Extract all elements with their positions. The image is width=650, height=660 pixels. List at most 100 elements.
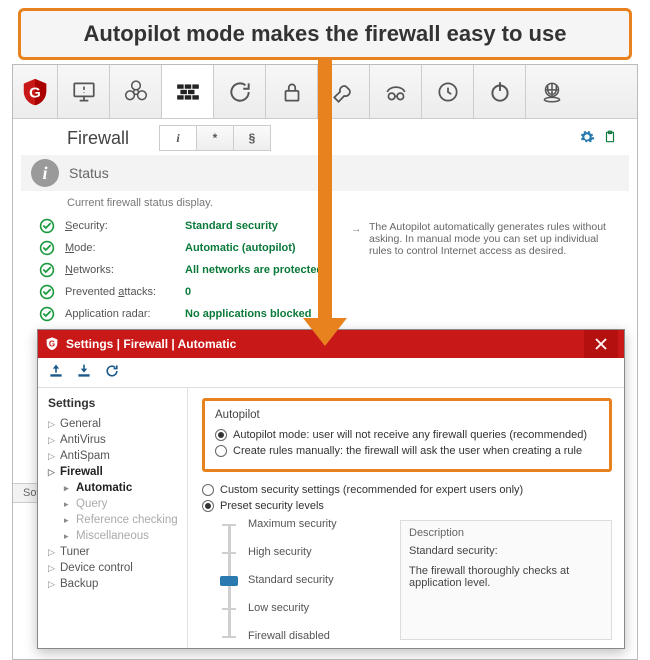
tree-item-antivirus[interactable]: ▷AntiVirus bbox=[48, 432, 181, 448]
status-item[interactable]: Security: Standard security bbox=[39, 215, 339, 237]
toolbar-history[interactable] bbox=[421, 65, 473, 118]
settings-sidebar: Settings ▷General▷AntiVirus▷AntiSpam▷Fir… bbox=[38, 388, 188, 648]
security-level-slider[interactable]: Maximum securityHigh securityStandard se… bbox=[222, 520, 382, 640]
radio-icon bbox=[202, 484, 214, 496]
tree-label: AntiSpam bbox=[60, 450, 110, 462]
annotation-callout: Autopilot mode makes the firewall easy t… bbox=[18, 8, 632, 60]
info-icon: i bbox=[31, 159, 59, 187]
status-value: Automatic (autopilot) bbox=[185, 242, 296, 254]
tree-item-device-control[interactable]: ▷Device control bbox=[48, 560, 181, 576]
radio-autopilot-mode[interactable]: Autopilot mode: user will not receive an… bbox=[215, 427, 599, 443]
tree-item-backup[interactable]: ▷Backup bbox=[48, 576, 181, 592]
toolbar-power[interactable] bbox=[473, 65, 525, 118]
tree-item-tuner[interactable]: ▷Tuner bbox=[48, 544, 181, 560]
toolbar-lock[interactable] bbox=[265, 65, 317, 118]
check-icon bbox=[39, 240, 55, 256]
tree-item-firewall[interactable]: ▷Firewall bbox=[48, 464, 181, 480]
radio-label: Custom security settings (recommended fo… bbox=[220, 484, 523, 496]
dialog-titlebar[interactable]: G Settings | Firewall | Automatic bbox=[38, 330, 624, 358]
subtab-section[interactable]: § bbox=[233, 125, 271, 151]
subtab-star[interactable]: * bbox=[196, 125, 234, 151]
radio-label: Autopilot mode: user will not receive an… bbox=[233, 429, 587, 441]
caret-icon: ▸ bbox=[64, 515, 74, 526]
tree-item-antispam[interactable]: ▷AntiSpam bbox=[48, 448, 181, 464]
tree-item-miscellaneous[interactable]: ▸Miscellaneous bbox=[64, 528, 181, 544]
status-value: Standard security bbox=[185, 220, 278, 232]
radio-icon bbox=[215, 445, 227, 457]
svg-text:G: G bbox=[49, 340, 55, 349]
slider-thumb[interactable] bbox=[220, 576, 238, 586]
radio-preset-levels[interactable]: Preset security levels bbox=[202, 498, 612, 514]
status-label: Application radar: bbox=[65, 308, 185, 320]
slider-level-label: Low security bbox=[248, 602, 309, 614]
status-item[interactable]: Mode: Automatic (autopilot) bbox=[39, 237, 339, 259]
toolbar-firewall[interactable] bbox=[161, 65, 213, 118]
status-item[interactable]: Prevented attacks: 0 bbox=[39, 281, 339, 303]
arrow-right-icon: → bbox=[351, 223, 362, 235]
toolbar-wrench[interactable] bbox=[317, 65, 369, 118]
caret-icon: ▷ bbox=[48, 451, 58, 462]
page-title: Firewall bbox=[67, 128, 129, 149]
status-item[interactable]: Networks: All networks are protected bbox=[39, 259, 339, 281]
tree-label: Backup bbox=[60, 578, 98, 590]
radio-custom-security[interactable]: Custom security settings (recommended fo… bbox=[202, 482, 612, 498]
toolbar-reload[interactable] bbox=[213, 65, 265, 118]
tree-item-reference-checking[interactable]: ▸Reference checking bbox=[64, 512, 181, 528]
caret-icon: ▷ bbox=[48, 547, 58, 558]
status-bar: i Status bbox=[21, 155, 629, 191]
export-icon[interactable] bbox=[76, 363, 92, 382]
refresh-icon[interactable] bbox=[104, 363, 120, 382]
tree-label: Reference checking bbox=[76, 514, 178, 526]
status-value: No applications blocked bbox=[185, 308, 312, 320]
slider-level-label: Standard security bbox=[248, 574, 334, 586]
main-window: G Firewall i * § i Status Current firewa… bbox=[12, 64, 638, 660]
check-icon bbox=[39, 284, 55, 300]
autopilot-group: Autopilot Autopilot mode: user will not … bbox=[202, 398, 612, 472]
shield-icon: G bbox=[44, 336, 60, 352]
gear-icon[interactable] bbox=[579, 129, 595, 148]
caret-icon: ▷ bbox=[48, 579, 58, 590]
toolbar-globe[interactable] bbox=[525, 65, 577, 118]
close-button[interactable] bbox=[584, 330, 618, 358]
slider-level-label: Firewall disabled bbox=[248, 630, 330, 642]
tree-label: Automatic bbox=[76, 482, 132, 494]
tree-label: Miscellaneous bbox=[76, 530, 149, 542]
check-icon bbox=[39, 262, 55, 278]
status-value: All networks are protected bbox=[185, 264, 323, 276]
status-description: Current firewall status display. bbox=[13, 197, 637, 215]
caret-icon: ▷ bbox=[48, 467, 58, 478]
caret-icon: ▸ bbox=[64, 483, 74, 494]
caret-icon: ▸ bbox=[64, 531, 74, 542]
status-label: Networks: bbox=[65, 264, 185, 276]
radio-icon bbox=[202, 500, 214, 512]
toolbar-biohazard[interactable] bbox=[109, 65, 161, 118]
status-heading: Status bbox=[69, 165, 109, 181]
clipboard-icon[interactable] bbox=[603, 129, 617, 148]
description-heading: Description bbox=[409, 527, 603, 539]
sidebar-title: Settings bbox=[48, 396, 181, 410]
description-title: Standard security: bbox=[409, 545, 603, 557]
caret-icon: ▷ bbox=[48, 563, 58, 574]
close-icon bbox=[595, 338, 607, 350]
status-list: Security: Standard security Mode: Automa… bbox=[39, 215, 339, 325]
tree-item-automatic[interactable]: ▸Automatic bbox=[64, 480, 181, 496]
radio-manual-rules[interactable]: Create rules manually: the firewall will… bbox=[215, 443, 599, 459]
status-item[interactable]: Application radar: No applications block… bbox=[39, 303, 339, 325]
toolbar-monitor-warning[interactable] bbox=[57, 65, 109, 118]
status-label: Security: bbox=[65, 220, 185, 232]
toolbar-incognito[interactable] bbox=[369, 65, 421, 118]
tree-item-general[interactable]: ▷General bbox=[48, 416, 181, 432]
status-label: Mode: bbox=[65, 242, 185, 254]
description-body: The firewall thoroughly checks at applic… bbox=[409, 565, 603, 589]
radio-label: Preset security levels bbox=[220, 500, 324, 512]
subtab-info[interactable]: i bbox=[159, 125, 197, 151]
tree-label: General bbox=[60, 418, 101, 430]
dialog-toolbar bbox=[38, 358, 624, 388]
status-value: 0 bbox=[185, 286, 191, 298]
tree-label: Query bbox=[76, 498, 107, 510]
import-icon[interactable] bbox=[48, 363, 64, 382]
status-note: → The Autopilot automatically generates … bbox=[339, 215, 623, 325]
radio-icon bbox=[215, 429, 227, 441]
tree-item-query[interactable]: ▸Query bbox=[64, 496, 181, 512]
slider-level-label: High security bbox=[248, 546, 312, 558]
